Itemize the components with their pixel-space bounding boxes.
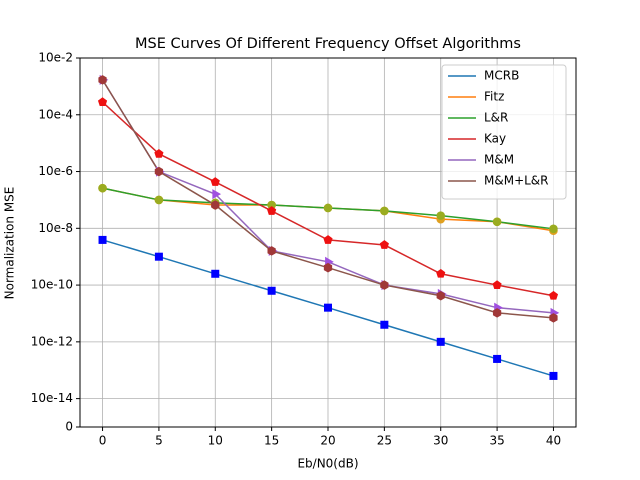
legend-box xyxy=(441,64,567,200)
plot-frame xyxy=(79,57,577,428)
marker xyxy=(548,290,559,300)
marker xyxy=(436,211,446,220)
marker xyxy=(436,290,445,301)
marker xyxy=(98,75,107,85)
x-tick-label: 30 xyxy=(433,434,448,448)
marker xyxy=(436,268,446,278)
y-tick-label: 10e-2 xyxy=(38,51,73,65)
marker xyxy=(436,337,445,346)
marker xyxy=(154,195,164,205)
marker xyxy=(379,240,389,249)
marker xyxy=(210,177,220,186)
legend-label: M&M+L&R xyxy=(484,174,549,188)
legend-label: L&R xyxy=(484,111,508,125)
chart-title: MSE Curves Of Different Frequency Offset… xyxy=(135,36,521,52)
x-tick-label: 20 xyxy=(320,434,335,448)
marker xyxy=(380,280,389,290)
legend-label: M&M xyxy=(484,153,514,167)
x-tick-label: 10 xyxy=(208,434,223,448)
marker xyxy=(267,206,277,215)
legend-label: MCRB xyxy=(484,69,519,83)
marker xyxy=(267,286,276,295)
marker xyxy=(97,97,108,106)
y-tick-label: 10e-4 xyxy=(38,107,73,121)
marker xyxy=(492,308,502,318)
marker xyxy=(323,262,333,273)
marker xyxy=(323,235,333,244)
marker xyxy=(492,280,502,289)
legend-label: Kay xyxy=(484,132,506,146)
marker xyxy=(549,224,558,234)
x-tick-label: 25 xyxy=(377,434,392,448)
marker xyxy=(98,235,107,244)
marker xyxy=(154,149,164,158)
x-tick-label: 15 xyxy=(264,434,279,448)
y-tick-label: 10e-8 xyxy=(38,221,73,235)
marker xyxy=(549,313,558,323)
x-tick-label: 35 xyxy=(489,434,504,448)
marker xyxy=(380,320,389,329)
x-tick-label: 40 xyxy=(546,434,561,448)
marker xyxy=(493,354,502,363)
x-tick-label: 0 xyxy=(99,434,107,448)
marker xyxy=(492,217,502,227)
marker xyxy=(324,303,332,312)
y-tick-label: 10e-6 xyxy=(38,164,73,178)
y-tick-label: 10e-10 xyxy=(31,278,73,292)
marker xyxy=(549,371,558,380)
marker xyxy=(211,269,220,278)
marker xyxy=(154,252,163,261)
x-tick-label: 5 xyxy=(155,434,163,448)
x-axis-label: Eb/N0(dB) xyxy=(297,457,358,471)
y-tick-label: 10e-14 xyxy=(31,391,73,405)
marker xyxy=(98,183,107,193)
y-axis-label: Normalization MSE xyxy=(3,187,17,300)
legend-label: Fitz xyxy=(484,90,504,104)
marker xyxy=(211,200,220,210)
marker xyxy=(323,203,333,213)
marker xyxy=(267,246,276,256)
marker xyxy=(380,206,389,216)
y-tick-label: 0 xyxy=(65,420,73,434)
marker xyxy=(154,166,164,177)
marker xyxy=(212,189,222,200)
y-tick-label: 10e-12 xyxy=(31,334,73,348)
